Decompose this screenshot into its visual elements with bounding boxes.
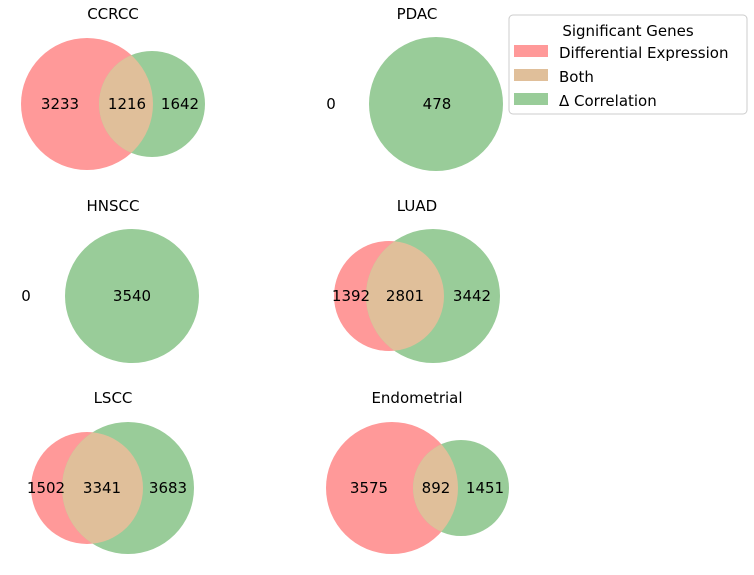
legend: Significant Genes Differential Expressio… (508, 14, 748, 115)
legend-swatch-both (514, 69, 548, 81)
legend-swatch-delta-correlation (514, 93, 548, 105)
count-delta-correlation-endometrial: 1451 (466, 479, 504, 497)
venn-panel-endometrial: Endometrial 3575 892 1451 (326, 389, 509, 554)
count-both-endometrial: 892 (422, 479, 451, 497)
count-delta-correlation-pdac: 478 (423, 95, 452, 113)
count-differential-expression-endometrial: 3575 (350, 479, 388, 497)
panel-title-ccrcc: CCRCC (87, 5, 139, 23)
count-delta-correlation-ccrcc: 1642 (161, 95, 199, 113)
circle-differential-expression-endometrial (326, 422, 458, 554)
venn-panel-pdac: PDAC 0 478 (326, 5, 503, 171)
legend-label-delta-correlation: Δ Correlation (559, 92, 657, 110)
legend-title: Significant Genes (562, 22, 694, 40)
venn-panels: CCRCC 3233 1216 1642 PDAC 0 478 HNSCC 0 3540 LUAD 1… (21, 5, 509, 554)
count-delta-correlation-luad: 3442 (453, 287, 491, 305)
region-both-lscc (62, 432, 143, 544)
count-differential-expression-ccrcc: 3233 (41, 95, 79, 113)
legend-label-both: Both (559, 68, 594, 86)
venn-panel-lscc: LSCC 1502 3341 3683 (27, 389, 194, 554)
count-both-luad: 2801 (386, 287, 424, 305)
panel-title-lscc: LSCC (94, 389, 133, 407)
panel-title-luad: LUAD (397, 197, 437, 215)
count-delta-correlation-hnscc: 3540 (113, 287, 151, 305)
count-differential-expression-luad: 1392 (332, 287, 370, 305)
circle-delta-correlation-pdac (369, 37, 503, 171)
count-delta-correlation-lscc: 3683 (149, 479, 187, 497)
count-both-lscc: 3341 (83, 479, 121, 497)
count-differential-expression-pdac: 0 (326, 95, 336, 113)
count-differential-expression-hnscc: 0 (21, 287, 31, 305)
panel-title-hnscc: HNSCC (87, 197, 140, 215)
region-both-luad (366, 241, 444, 351)
region-both-endometrial (413, 440, 458, 536)
venn-panel-ccrcc: CCRCC 3233 1216 1642 (21, 5, 205, 170)
legend-swatch-differential-expression (514, 45, 548, 57)
count-both-ccrcc: 1216 (108, 95, 146, 113)
circle-delta-correlation-hnscc (65, 229, 199, 363)
panel-title-pdac: PDAC (397, 5, 438, 23)
legend-label-differential-expression: Differential Expression (559, 44, 728, 62)
panel-title-endometrial: Endometrial (371, 389, 462, 407)
count-differential-expression-lscc: 1502 (27, 479, 65, 497)
legend-box (508, 14, 748, 115)
region-both-ccrcc (99, 51, 153, 157)
venn-panel-luad: LUAD 1392 2801 3442 (332, 197, 500, 363)
venn-panel-hnscc: HNSCC 0 3540 (21, 197, 199, 363)
